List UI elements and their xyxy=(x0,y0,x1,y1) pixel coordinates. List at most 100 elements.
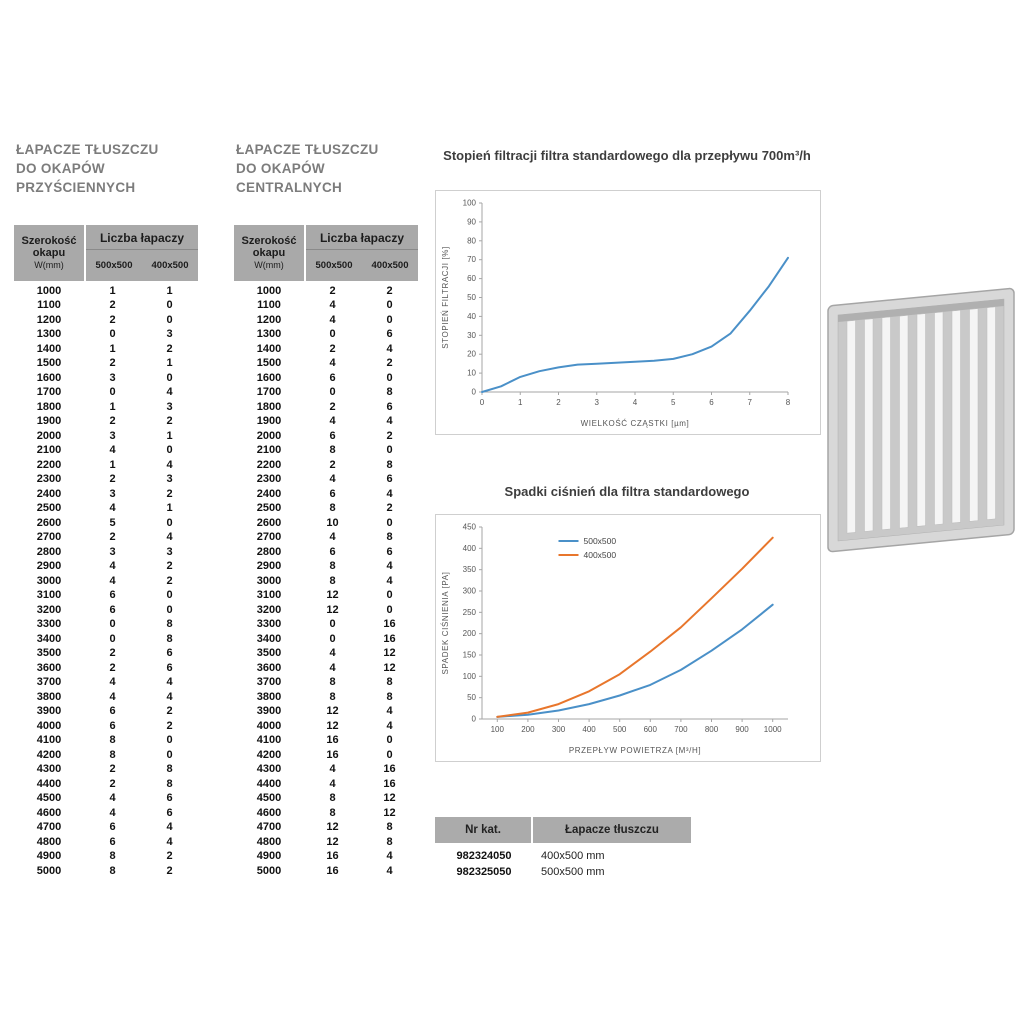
table-row: 1900 2 2 xyxy=(14,415,198,430)
table-row: 2700 2 4 xyxy=(14,531,198,546)
table-cell: 8 xyxy=(329,806,336,819)
table-cell: 2100 xyxy=(256,444,282,457)
table-cell: 4 xyxy=(386,487,393,500)
table-cell: 1900 xyxy=(256,415,282,428)
table-cell: 2 xyxy=(109,357,116,370)
table-cell: 2100 xyxy=(36,444,62,457)
table-cell: 4900 xyxy=(36,850,62,863)
subcolumn-400x500: 400x500 xyxy=(371,260,409,271)
table-cell: 0 xyxy=(166,516,173,529)
table-cell: 5000 xyxy=(256,864,282,877)
series-500x500 xyxy=(496,603,774,718)
section-title-central-hoods: ŁAPACZE TŁUSZCZU DO OKAPÓW CENTRALNYCH xyxy=(236,140,418,197)
table-row: 4900 8 2 xyxy=(14,850,198,865)
table-cell: 8 xyxy=(329,690,336,703)
table-row: 3500 4 12 xyxy=(234,647,418,662)
pressure-chart-svg: 0 50 100 150 200 250 300 350 400 450 100 200 300 400 5… xyxy=(441,523,788,755)
table-cell: 4 xyxy=(109,806,116,819)
table-row: 4800 6 4 xyxy=(14,835,198,850)
catalog-rows: 982324050 400x500 mm 982325050 500x500 mm xyxy=(435,848,691,880)
table-row: 2300 4 6 xyxy=(234,473,418,488)
table-cell: 1 xyxy=(109,284,116,297)
table-cell: 12 xyxy=(383,661,396,674)
x-tick-label: 500 xyxy=(613,725,627,734)
title-line: DO OKAPÓW xyxy=(236,161,325,176)
table-cell: 1 xyxy=(166,284,173,297)
table-cell: 2 xyxy=(166,560,173,573)
table-row: 2600 5 0 xyxy=(14,516,198,531)
table-cell: 4400 xyxy=(256,777,282,790)
table-cell: 3800 xyxy=(256,690,282,703)
catalog-table: Nr kat. Łapacze tłuszczu 982324050 400x50… xyxy=(435,817,691,880)
table-row: 4400 2 8 xyxy=(14,777,198,792)
table-row: 1400 1 2 xyxy=(14,342,198,357)
table-cell: 6 xyxy=(386,328,393,341)
table-cell: 3 xyxy=(166,473,173,486)
y-axis-label: STOPIEŃ FILTRACJI [%] xyxy=(441,246,450,349)
table-row: 982324050 400x500 mm xyxy=(435,848,691,864)
filtration-chart-svg: 0 10 20 30 40 50 60 70 80 90 100 0 1 2 3 4 5 6 7 8 WIELKOŚĆ … xyxy=(441,199,791,429)
table-row: 2900 8 4 xyxy=(234,560,418,575)
y-tick-label: 350 xyxy=(463,565,477,574)
table-cell: 6 xyxy=(329,371,336,384)
table-cell: 2400 xyxy=(256,487,282,500)
pressure-chart: 0 50 100 150 200 250 300 350 400 450 100 200 300 400 5… xyxy=(435,514,821,762)
table-row: 2800 3 3 xyxy=(14,545,198,560)
table-cell: 4 xyxy=(166,821,173,834)
table-cell: 3 xyxy=(166,328,173,341)
table-header: Szerokość okapu W(mm) Liczba łapaczy 500… xyxy=(234,225,418,281)
table-cell: 982324050 xyxy=(456,849,512,862)
table-cell: 0 xyxy=(386,589,393,602)
table-cell: 8 xyxy=(166,618,173,631)
table-row: 4000 6 2 xyxy=(14,719,198,734)
table-cell: 16 xyxy=(383,777,396,790)
table-cell: 1200 xyxy=(256,313,282,326)
table-row: 2600 10 0 xyxy=(234,516,418,531)
table-cell: 0 xyxy=(329,386,336,399)
table-row: 4100 16 0 xyxy=(234,734,418,749)
table-row: 3100 12 0 xyxy=(234,589,418,604)
x-tick-label: 700 xyxy=(674,725,688,734)
table-cell: 2600 xyxy=(36,516,62,529)
table-cell: 4 xyxy=(109,444,116,457)
table-cell: 3300 xyxy=(36,618,62,631)
table-cell: 2 xyxy=(166,719,173,732)
y-tick-label: 20 xyxy=(467,350,476,359)
table-cell: 2 xyxy=(329,458,336,471)
section-title-wall-hoods: ŁAPACZE TŁUSZCZU DO OKAPÓW PRZYŚCIENNYCH xyxy=(16,140,198,197)
table-body: 1000 1 1 1100 2 0 1200 2 0 1300 0 3 1400 1 2 1500 2 1 1600… xyxy=(14,284,198,879)
table-cell: 0 xyxy=(109,618,116,631)
table-cell: 4100 xyxy=(256,734,282,747)
table-cell: 8 xyxy=(329,444,336,457)
catalog-header-nr-kat: Nr kat. xyxy=(435,817,531,843)
table-row: 2000 6 2 xyxy=(234,429,418,444)
table-cell: 8 xyxy=(386,386,393,399)
table-cell: 4 xyxy=(166,386,173,399)
table-cell: 1100 xyxy=(257,299,281,312)
table-cell: 4 xyxy=(386,864,393,877)
table-cell: 1 xyxy=(109,342,116,355)
table-header: Szerokość okapu W(mm) Liczba łapaczy 500… xyxy=(14,225,198,281)
x-tick-label: 600 xyxy=(644,725,658,734)
table-cell: 0 xyxy=(386,516,393,529)
table-cell: 0 xyxy=(166,748,173,761)
y-tick-label: 10 xyxy=(467,369,476,378)
series-400x500 xyxy=(496,536,774,718)
table-cell: 1900 xyxy=(36,415,62,428)
table-cell: 4 xyxy=(386,705,393,718)
header-label: Szerokość xyxy=(241,235,297,247)
table-cell: 2600 xyxy=(256,516,282,529)
x-tick-label: 300 xyxy=(552,725,566,734)
table-cell: 0 xyxy=(329,328,336,341)
table-cell: 8 xyxy=(386,690,393,703)
table-cell: 12 xyxy=(326,719,339,732)
header-label: okapu xyxy=(32,247,66,259)
y-tick-label: 150 xyxy=(463,651,477,660)
table-cell: 6 xyxy=(109,821,116,834)
table-cell: 1 xyxy=(166,502,173,515)
table-cell: 1000 xyxy=(256,284,282,297)
table-row: 3700 8 8 xyxy=(234,676,418,691)
table-row: 3300 0 16 xyxy=(234,618,418,633)
table-cell: 3100 xyxy=(36,589,62,602)
table-cell: 2800 xyxy=(256,545,282,558)
